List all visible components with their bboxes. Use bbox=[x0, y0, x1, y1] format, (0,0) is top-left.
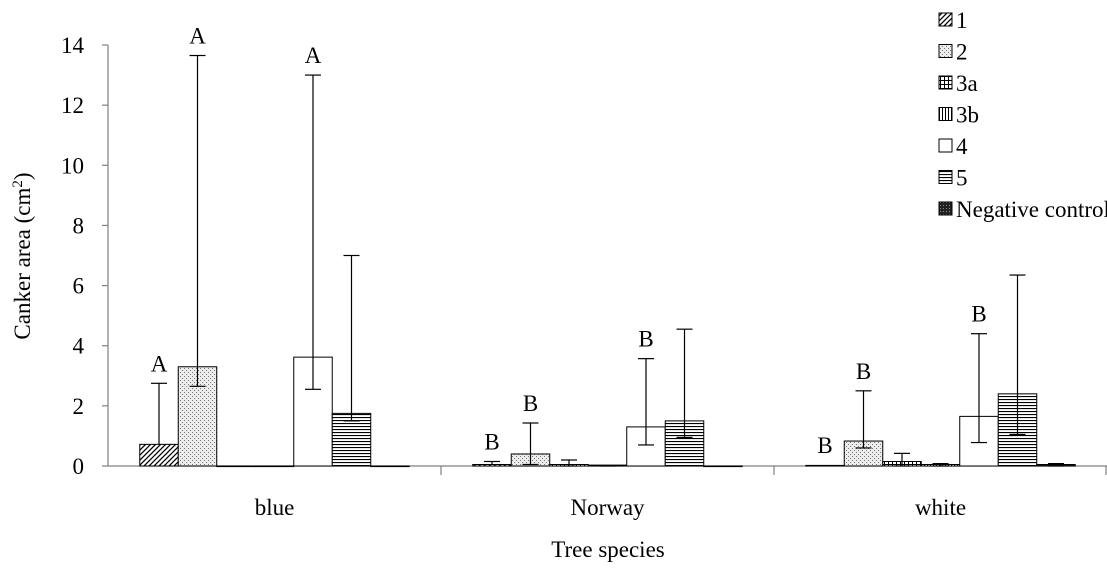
bar bbox=[139, 443, 179, 467]
y-tick-label: 12 bbox=[61, 93, 84, 118]
significance-letter: B bbox=[856, 359, 871, 384]
legend-swatch bbox=[938, 75, 953, 90]
bar bbox=[254, 465, 295, 468]
y-axis-label-close: ) bbox=[10, 172, 35, 180]
y-tick-label: 10 bbox=[61, 153, 84, 178]
significance-letter: B bbox=[638, 327, 653, 352]
bar bbox=[331, 412, 372, 467]
bar bbox=[370, 465, 410, 468]
legend-swatch bbox=[938, 170, 953, 184]
legend: 1 2 3a 3b 4 5 Negative control bbox=[938, 8, 1107, 222]
bar bbox=[703, 465, 743, 468]
x-tick-label: blue bbox=[255, 495, 295, 520]
x-tick-label: white bbox=[915, 495, 966, 520]
y-axis-label-text: Canker area (cm bbox=[10, 188, 35, 340]
y-tick-label: 0 bbox=[73, 454, 85, 479]
significance-letter: A bbox=[151, 351, 168, 376]
legend-label: Negative control bbox=[956, 197, 1107, 222]
legend-label: 2 bbox=[956, 40, 968, 65]
significance-letter: B bbox=[971, 302, 986, 327]
legend-swatch bbox=[938, 12, 953, 27]
x-tick-label: Norway bbox=[570, 495, 645, 520]
y-tick-label: 6 bbox=[73, 274, 85, 299]
legend-swatch bbox=[938, 44, 953, 58]
bar bbox=[216, 465, 256, 468]
y-tick-label: 14 bbox=[61, 33, 85, 58]
y-tick-label: 4 bbox=[73, 334, 85, 359]
bar bbox=[805, 464, 845, 467]
y-axis-label: Canker area (cm2) bbox=[10, 172, 35, 339]
legend-swatch bbox=[938, 107, 953, 121]
legend-label: 1 bbox=[956, 8, 968, 33]
significance-letter: A bbox=[189, 24, 206, 49]
significance-letter: A bbox=[305, 43, 322, 68]
x-axis-label: Tree species bbox=[551, 537, 665, 562]
legend-swatch bbox=[938, 138, 953, 153]
legend-swatch bbox=[938, 201, 953, 216]
bar bbox=[472, 463, 512, 467]
legend-label: 4 bbox=[956, 134, 968, 159]
significance-letter: B bbox=[817, 433, 832, 458]
y-tick-label: 8 bbox=[73, 213, 85, 238]
legend-label: 3b bbox=[956, 103, 979, 128]
legend-label: 3a bbox=[956, 71, 978, 96]
legend-label: 5 bbox=[956, 166, 968, 191]
axes: 0 2 4 6 8 10 12 14 blue Norway white bbox=[61, 33, 1107, 520]
significance-letter: B bbox=[484, 429, 499, 454]
significance-letter: B bbox=[523, 391, 538, 416]
y-axis-label-sup: 2 bbox=[10, 180, 26, 188]
y-tick-label: 2 bbox=[73, 394, 85, 419]
